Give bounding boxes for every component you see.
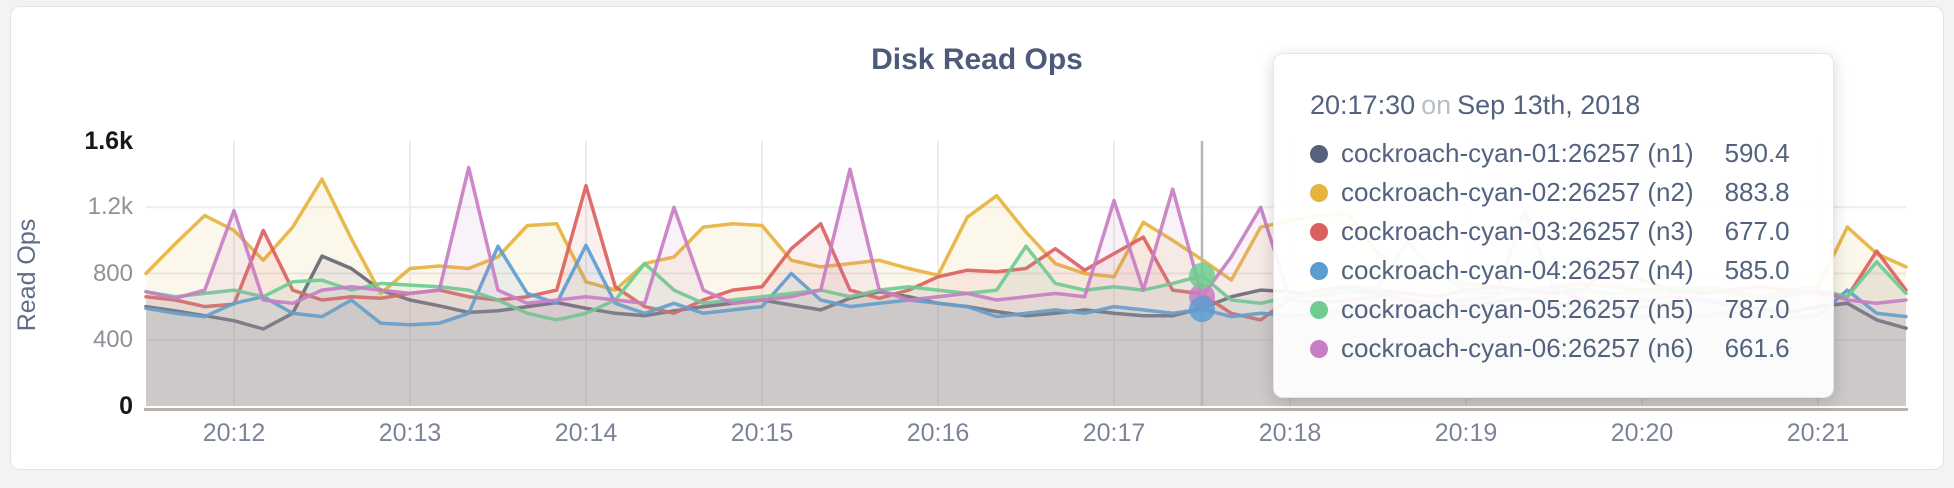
x-axis-line [144,408,1908,411]
x-tick-label: 20:18 [1258,419,1322,447]
x-tick-label: 20:12 [202,419,266,447]
series-label: cockroach-cyan-06:26257 (n6) [1341,333,1694,363]
series-label: cockroach-cyan-05:26257 (n5) [1341,294,1694,324]
chart-title: Disk Read Ops [871,43,1083,76]
series-color-dot [1310,300,1328,319]
y-tick-label: 1.2k [87,193,133,220]
series-label: cockroach-cyan-02:26257 (n2) [1341,177,1694,207]
series-value: 661.6 [1724,333,1790,363]
chart-tooltip: 20:17:30 on Sep 13th, 2018 cockroach-cyan-… [1273,53,1834,398]
series-color-dot [1310,183,1328,202]
x-tick-label: 20:15 [730,419,794,447]
hover-dot-n5 [1189,262,1215,289]
tooltip-header: 20:17:30 on Sep 13th, 2018 [1310,88,1773,122]
series-color-dot [1310,144,1328,163]
tooltip-row: cockroach-cyan-02:26257 (n2) 883.8 [1310,173,1790,212]
y-tick-label: 800 [92,260,133,287]
x-tick-label: 20:21 [1786,419,1850,447]
series-color-dot [1310,222,1328,241]
tooltip-row: cockroach-cyan-03:26257 (n3) 677.0 [1310,212,1790,251]
tooltip-row: cockroach-cyan-01:26257 (n1) 590.4 [1310,134,1790,173]
chart-card: Disk Read Ops Read Ops 0 400 800 1.2k 1.6k 20… [10,6,1944,470]
y-tick-label: 1.6k [84,127,133,155]
tooltip-conjunction: on [1421,90,1452,120]
series-value: 883.8 [1724,177,1790,207]
series-value: 677.0 [1724,216,1790,246]
tooltip-row: cockroach-cyan-06:26257 (n6) 661.6 [1310,329,1790,368]
series-value: 585.0 [1724,255,1790,285]
series-label: cockroach-cyan-03:26257 (n3) [1341,216,1694,246]
series-label: cockroach-cyan-04:26257 (n4) [1341,255,1694,285]
x-tick-label: 20:19 [1434,419,1498,447]
y-tick-label: 0 [119,392,133,420]
tooltip-time: 20:17:30 [1310,90,1416,120]
series-value: 590.4 [1724,138,1790,168]
hover-dot-n4 [1189,296,1215,323]
series-label: cockroach-cyan-01:26257 (n1) [1341,138,1694,168]
tooltip-date: Sep 13th, 2018 [1457,90,1641,120]
series-color-dot [1310,339,1328,358]
x-tick-label: 20:20 [1610,419,1674,447]
x-tick-label: 20:14 [554,419,618,447]
tooltip-row: cockroach-cyan-04:26257 (n4) 585.0 [1310,251,1790,290]
x-tick-label: 20:16 [906,419,970,447]
series-value: 787.0 [1724,294,1790,324]
series-color-dot [1310,261,1328,280]
tooltip-row: cockroach-cyan-05:26257 (n5) 787.0 [1310,290,1790,329]
x-tick-label: 20:17 [1082,419,1146,447]
x-tick-label: 20:13 [378,419,442,447]
y-tick-label: 400 [92,326,133,353]
